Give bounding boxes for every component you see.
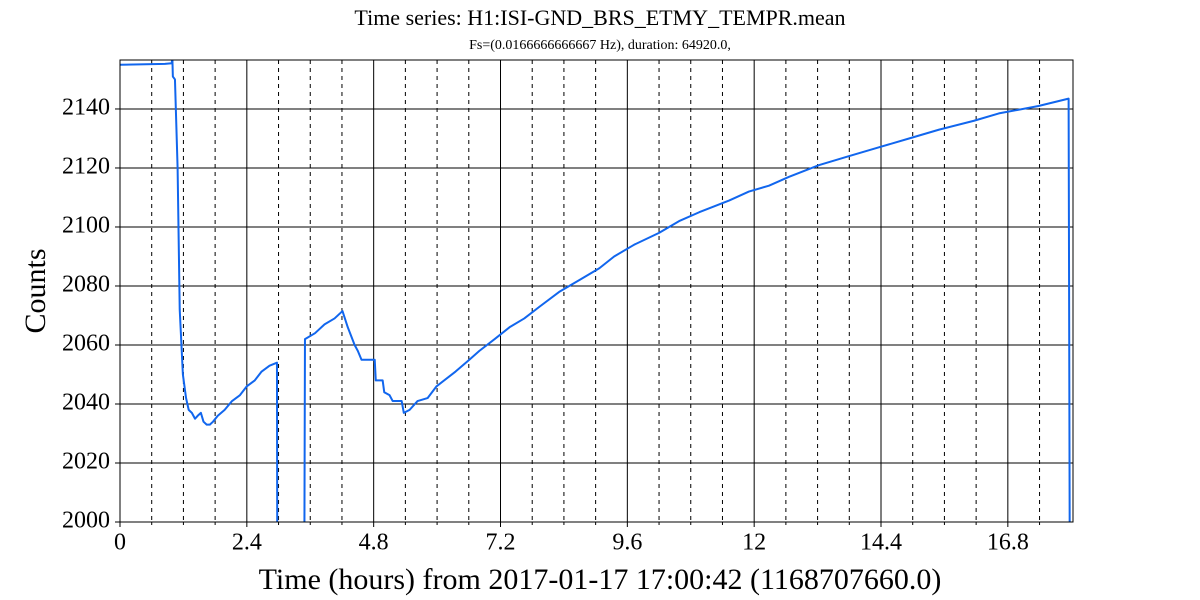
chart-subtitle: Fs=(0.0166666666667 Hz), duration: 64920… [469,38,731,53]
x-tick-label: 16.8 [987,530,1029,556]
y-tick-label: 2060 [62,330,110,356]
y-tick-label: 2020 [62,448,110,474]
y-tick-label: 2080 [62,271,110,297]
data-line [120,60,279,522]
chart-title: Time series: H1:ISI-GND_BRS_ETMY_TEMPR.m… [354,5,845,30]
x-axis-label: Time (hours) from 2017-01-17 17:00:42 (1… [259,563,942,596]
y-tick-label: 2100 [62,212,110,238]
x-tick-label: 0 [114,530,126,556]
y-tick-label: 2040 [62,389,110,415]
x-tick-label: 4.8 [359,530,389,556]
x-tick-label: 14.4 [860,530,902,556]
x-tick-label: 12 [742,530,766,556]
y-tick-label: 2000 [62,508,110,534]
y-axis-label: Counts [19,248,52,333]
data-line [303,97,1071,522]
y-tick-label: 2140 [62,94,110,120]
grid [119,60,1073,523]
y-tick-label: 2120 [62,153,110,179]
x-tick-label: 7.2 [486,530,516,556]
x-tick-label: 2.4 [232,530,262,556]
x-tick-label: 9.6 [612,530,642,556]
ticks: 2000 2020 2040 2060 2080 2100 2120 2140 0 2.4 4.8 7… [62,94,1041,556]
axes-frame [119,59,1074,523]
plot-area [120,60,1071,522]
